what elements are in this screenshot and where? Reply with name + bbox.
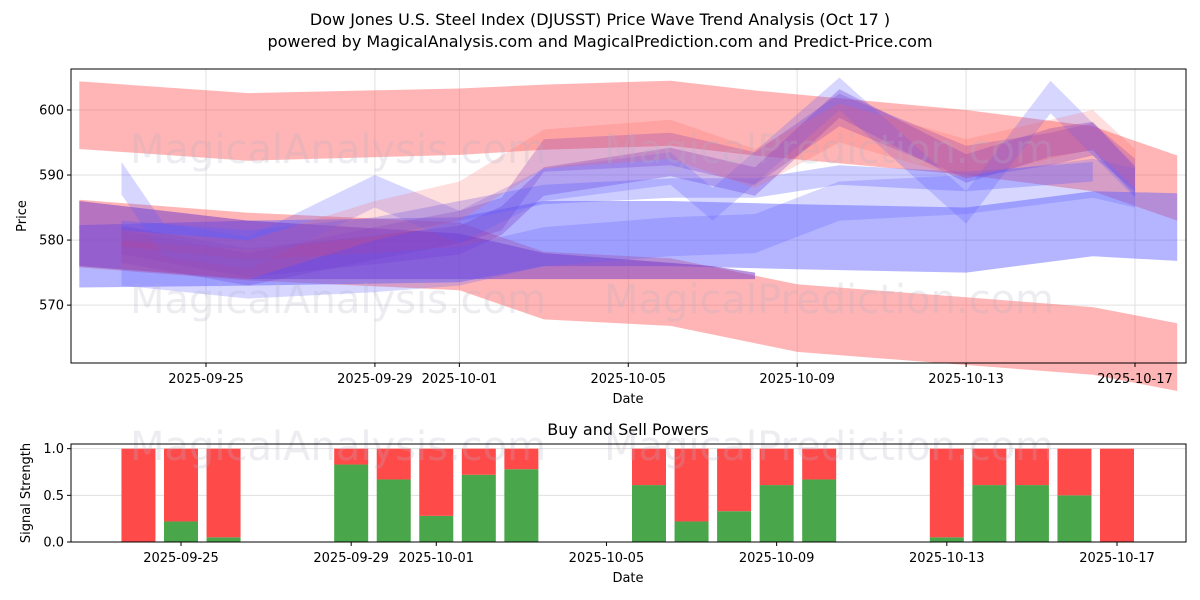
signal-panel: Buy and Sell Powers MagicalAnalysis.com … (19, 420, 1187, 586)
sell-bar (929, 448, 964, 538)
price-x-axis-label: Date (612, 392, 643, 407)
sell-bar (376, 448, 411, 480)
price-y-axis-label: Price (15, 200, 30, 232)
band-wave-3 (121, 77, 1135, 270)
signal-y-tick-label: 0.0 (43, 536, 64, 551)
signal-bars (121, 448, 1134, 542)
signal-x-tick-label: 2025-10-13 (909, 551, 985, 566)
sell-bar (121, 448, 156, 542)
band-wave-5 (121, 162, 1093, 250)
signal-x-tick-label: 2025-10-17 (1079, 551, 1155, 566)
buy-bar (461, 474, 496, 542)
price-y-tick-label: 580 (39, 234, 64, 249)
buy-bar (206, 537, 241, 542)
signal-plot-frame (70, 443, 1187, 543)
signal-x-tick-label: 2025-10-09 (739, 551, 815, 566)
buy-bar (376, 479, 411, 542)
buy-bar (1057, 495, 1092, 542)
buy-bar (717, 511, 752, 542)
sell-bar (1100, 448, 1134, 542)
signal-y-tick-label: 1.0 (43, 442, 64, 457)
sell-bar (674, 448, 709, 522)
band-purple-trend (79, 201, 756, 280)
signal-x-tick-label: 2025-10-01 (398, 551, 474, 566)
band-wave-2 (121, 93, 1135, 286)
buy-bar (929, 537, 964, 542)
price-bands (79, 77, 1178, 391)
buy-bar (802, 479, 837, 542)
price-y-tick-label: 600 (39, 103, 64, 118)
price-x-tick-label: 2025-10-05 (590, 372, 666, 387)
price-panel: MagicalAnalysis.com MagicalPrediction.co… (15, 68, 1187, 407)
signal-x-axis-label: Date (612, 571, 643, 586)
buy-bar (164, 521, 198, 542)
band-wave-1 (121, 89, 1135, 278)
sell-bar (334, 448, 369, 465)
band-wave-6 (121, 103, 1135, 280)
sell-bar (164, 448, 198, 522)
price-x-tick-label: 2025-09-25 (168, 372, 244, 387)
price-x-tick-label: 2025-09-29 (337, 372, 413, 387)
sell-bar (802, 448, 837, 480)
buy-bar (419, 515, 454, 542)
price-x-tick-label: 2025-10-09 (759, 372, 835, 387)
chart-subtitle: powered by MagicalAnalysis.com and Magic… (267, 32, 933, 51)
sell-bar (717, 448, 752, 512)
buy-bar (972, 485, 1007, 542)
buy-bar (1014, 485, 1049, 542)
signal-x-tick-label: 2025-09-25 (143, 551, 219, 566)
sell-bar (1057, 448, 1092, 496)
signal-panel-title: Buy and Sell Powers (547, 420, 709, 439)
watermark-bottom-left: MagicalAnalysis.com (130, 277, 546, 323)
buy-bar (334, 464, 369, 542)
sell-bar (206, 448, 241, 538)
signal-x-tick-label: 2025-09-29 (313, 551, 389, 566)
price-x-tick-label: 2025-10-01 (422, 372, 498, 387)
chart-title: Dow Jones U.S. Steel Index (DJUSST) Pric… (309, 10, 891, 29)
signal-y-tick-label: 0.5 (43, 489, 64, 504)
watermark-signal-left: MagicalAnalysis.com (130, 424, 546, 470)
buy-bar (504, 469, 539, 542)
watermark-bottom-right: MagicalPrediction.com (604, 277, 1054, 323)
watermark-top-left: MagicalAnalysis.com (130, 127, 546, 173)
sell-bar (419, 448, 454, 516)
band-upper-red-channel (79, 80, 1178, 221)
signal-x-tick-label: 2025-10-05 (569, 551, 645, 566)
signal-y-ticks: 0.0 0.5 1.0 (43, 442, 71, 551)
price-x-tick-label: 2025-10-17 (1097, 372, 1173, 387)
price-y-tick-label: 590 (39, 169, 64, 184)
sell-bar (504, 448, 539, 470)
buy-bar (759, 485, 794, 542)
price-x-ticks: 2025-09-25 2025-09-29 2025-10-01 2025-10-05… (168, 363, 1173, 387)
band-wave-4 (121, 158, 1135, 299)
sell-bar (1014, 448, 1049, 486)
sell-bar (972, 448, 1007, 486)
watermark-signal-right: MagicalPrediction.com (604, 424, 1054, 470)
signal-x-ticks: 2025-09-25 2025-09-29 2025-10-01 2025-10-05… (143, 542, 1155, 566)
buy-bar (632, 485, 666, 542)
price-x-tick-label: 2025-10-13 (928, 372, 1004, 387)
signal-y-axis-label: Signal Strength (19, 443, 34, 543)
sell-bar (461, 448, 496, 475)
price-y-tick-label: 570 (39, 299, 64, 314)
sell-bar (632, 448, 666, 486)
sell-bar (759, 448, 794, 486)
watermark-top-right: MagicalPrediction.com (604, 127, 1054, 173)
buy-bar (674, 521, 709, 542)
price-y-ticks: 570 580 590 600 (39, 103, 71, 314)
